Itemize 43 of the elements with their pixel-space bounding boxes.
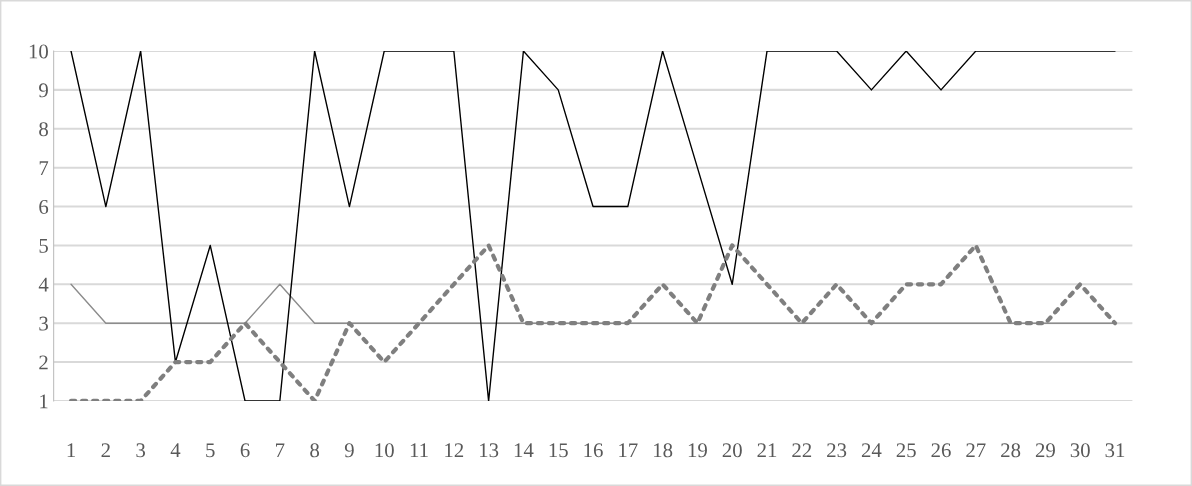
x-tick-label: 13 — [480, 443, 499, 458]
x-tick-label: 6 — [240, 443, 250, 458]
x-tick-label: 28 — [1001, 443, 1021, 458]
y-tick-label: 6 — [39, 199, 49, 214]
y-tick-label: 8 — [39, 122, 48, 137]
x-tick-label: 17 — [619, 443, 638, 458]
x-tick-label: 10 — [375, 443, 394, 458]
x-tick-label: 23 — [827, 443, 847, 458]
x-tick-label: 1 — [67, 443, 75, 458]
x-tick-label: 11 — [410, 443, 428, 458]
x-tick-label: 4 — [170, 443, 181, 458]
x-tick-label: 22 — [792, 443, 812, 458]
y-tick-label: 9 — [39, 83, 48, 98]
x-tick-label: 26 — [931, 443, 951, 458]
x-tick-label: 9 — [344, 443, 354, 458]
x-tick-label: 29 — [1035, 443, 1055, 458]
x-tick-label: 7 — [276, 443, 285, 458]
x-tick-label: 21 — [757, 443, 777, 458]
x-tick-label: 19 — [688, 443, 707, 458]
y-tick-label: 2 — [39, 355, 48, 370]
x-tick-label: 30 — [1070, 443, 1090, 458]
x-tick-label: 16 — [584, 443, 603, 458]
y-tick-label: 3 — [39, 316, 48, 331]
x-tick-label: 12 — [445, 443, 464, 458]
x-tick-label: 18 — [654, 443, 673, 458]
y-tick-label: 7 — [39, 161, 49, 175]
x-tick-label: 14 — [514, 443, 534, 458]
x-tick-label: 8 — [310, 443, 320, 458]
x-tick-label: 24 — [861, 443, 882, 458]
x-tick-label: 2 — [101, 443, 110, 458]
y-tick-label: 4 — [38, 277, 49, 292]
x-tick-label: 15 — [549, 443, 568, 458]
x-tick-label: 31 — [1105, 443, 1125, 458]
line-series — [68, 243, 1118, 401]
x-tick-label: 5 — [206, 443, 215, 458]
x-tick-label: 27 — [966, 443, 986, 458]
line-series — [70, 51, 1116, 401]
y-tick-label: 5 — [39, 239, 48, 253]
y-tick-label: 1 — [40, 394, 48, 409]
x-tick-label: 3 — [136, 443, 146, 458]
x-tick-label: 20 — [722, 443, 742, 458]
x-tick-label: 25 — [896, 443, 916, 458]
y-tick-label: 10 — [29, 44, 48, 59]
